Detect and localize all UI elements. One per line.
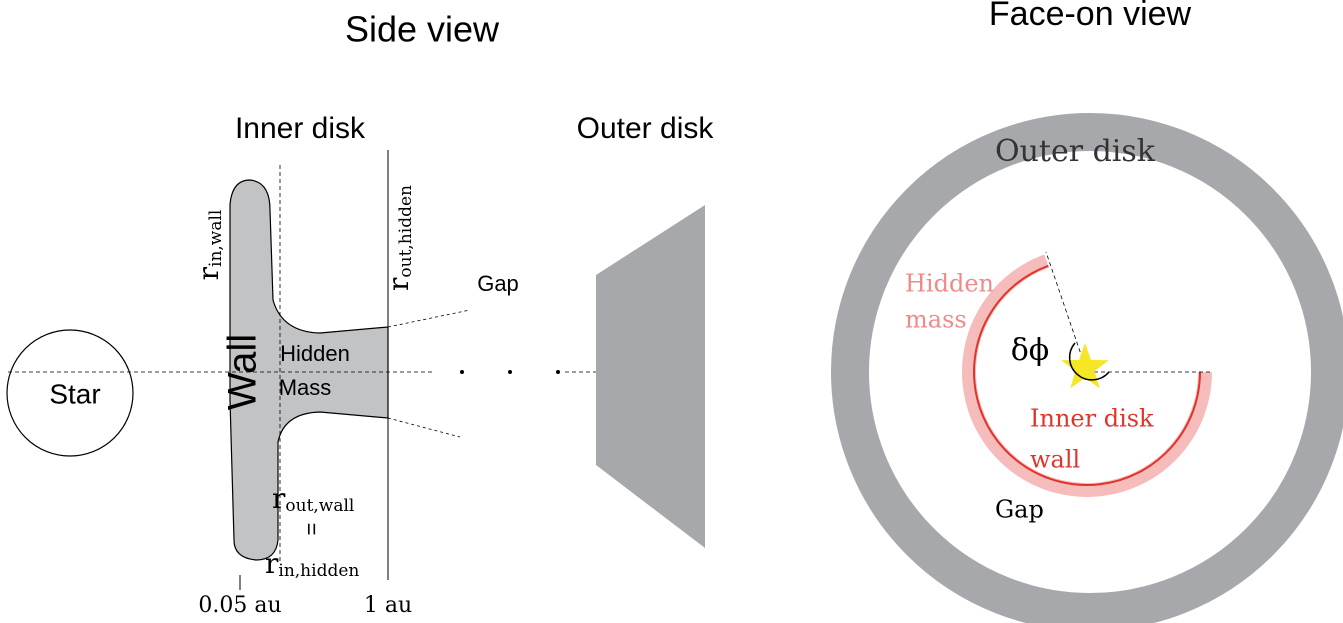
hidden-label: Hidden <box>280 341 350 366</box>
r: r <box>382 277 415 291</box>
hidden-label: Hidden <box>905 270 994 298</box>
outer-ring <box>831 113 1343 623</box>
r-out-wall: rout,wall <box>272 482 354 516</box>
subscript: in,wall <box>206 210 226 267</box>
gap-label: Gap <box>995 496 1044 524</box>
inner-radius: 0.05 au <box>198 593 281 618</box>
face-title: Face-on view <box>989 0 1192 33</box>
gap-label: Gap <box>477 271 519 296</box>
dot <box>460 370 464 374</box>
wall-label: Wall <box>221 334 265 410</box>
gap-line <box>387 309 471 328</box>
r-in-wall: rin,wall <box>192 210 226 281</box>
mass-label: mass <box>905 306 967 334</box>
star <box>1061 343 1109 389</box>
equals: = <box>299 523 324 536</box>
angle-line <box>1045 251 1088 373</box>
dot <box>556 370 560 374</box>
mass-label: Mass <box>279 375 332 400</box>
outer-disk-label: Outer disk <box>577 112 715 145</box>
outer-disk-shape <box>596 205 705 548</box>
r-out-hidden: rout,hidden <box>382 185 416 291</box>
subscript: out,hidden <box>396 185 416 278</box>
r: r <box>192 266 225 280</box>
hidden-mass-arc <box>962 254 1212 497</box>
gap-line <box>387 417 461 438</box>
side-title: Side view <box>345 9 500 50</box>
star-circle <box>6 329 134 457</box>
outer-radius: 1 au <box>364 593 412 618</box>
dot <box>508 370 512 374</box>
wall-arc <box>973 264 1201 486</box>
r: r <box>265 547 279 580</box>
outer-disk-label: Outer disk <box>995 134 1156 169</box>
subscript: in,hidden <box>278 561 359 581</box>
wall-label: wall <box>1030 446 1080 474</box>
inner-disk-label: Inner disk <box>235 112 366 145</box>
angle-arc <box>1068 342 1110 381</box>
wall-label: Inner disk <box>1030 405 1154 433</box>
r-in-hidden: rin,hidden <box>265 547 359 581</box>
star-label: Star <box>49 378 100 409</box>
angle-label: δϕ <box>1011 333 1050 368</box>
subscript: out,wall <box>285 496 354 516</box>
r: r <box>272 482 286 515</box>
